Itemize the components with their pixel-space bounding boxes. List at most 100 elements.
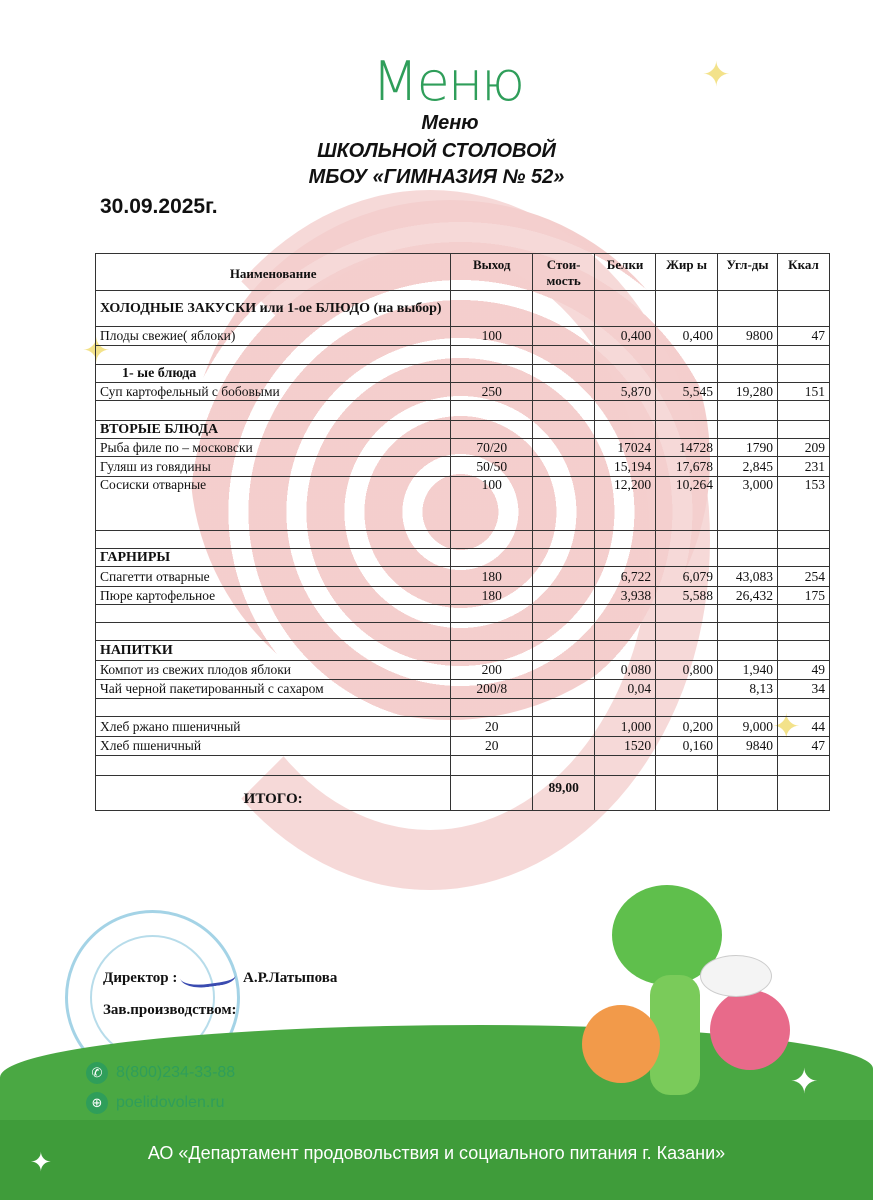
dish-name: Суп картофельный с бобовыми — [94, 382, 452, 401]
cell-protein: 3,938 — [594, 586, 657, 605]
section-title: НАПИТКИ — [94, 640, 452, 661]
cell-kcal — [776, 640, 831, 661]
cell-cost — [532, 586, 596, 605]
cell-kcal — [776, 345, 831, 365]
cell-cost — [532, 679, 596, 699]
cell-carbs: 1790 — [717, 438, 778, 457]
director-name: А.Р.Латыпова — [243, 970, 338, 986]
cell-fat — [655, 755, 719, 776]
cell-kcal: 47 — [776, 736, 831, 756]
table-row: Компот из свежих плодов яблоки 200 0,080 0,… — [94, 660, 831, 680]
menu-table: Наименование Выход Стои-мость Белки Жир … — [94, 253, 831, 811]
cell-carbs — [717, 420, 778, 439]
cell-kcal — [776, 290, 831, 327]
cell-fat — [655, 679, 719, 699]
cell-carbs — [717, 364, 778, 383]
column-header-output: Выход — [450, 253, 534, 291]
cell-fat — [655, 604, 719, 623]
cell-protein: 1520 — [594, 736, 657, 756]
cell-protein — [594, 290, 657, 327]
cell-kcal: 34 — [776, 679, 831, 699]
cell-cost — [532, 736, 596, 756]
cell-kcal: 153 — [776, 476, 831, 531]
cell-carbs: 9840 — [717, 736, 778, 756]
total-cost: 89,00 — [532, 775, 596, 811]
cell-fat — [655, 364, 719, 383]
table-row: Суп картофельный с бобовыми 250 5,870 5,545… — [94, 382, 831, 401]
cell-fat: 5,588 — [655, 586, 719, 605]
cell-kcal: 49 — [776, 660, 831, 680]
table-row: Чай черной пакетированный с сахаром 200/8… — [94, 679, 831, 699]
cell-carbs: 2,845 — [717, 456, 778, 477]
sparkle-icon: ✦ — [702, 55, 731, 95]
production-manager-label: Зав.производством: — [103, 1002, 237, 1018]
cell-protein — [594, 530, 657, 549]
website-contact: ⊕ poelidovolen.ru — [86, 1092, 225, 1114]
cell-kcal: 44 — [776, 716, 831, 737]
cell-output — [450, 400, 534, 421]
dish-name: Плоды свежие( яблоки) — [94, 326, 452, 346]
cell-carbs: 26,432 — [717, 586, 778, 605]
dish-name: Рыба филе по – московски — [94, 438, 452, 457]
dish-name — [94, 400, 452, 421]
cell-kcal — [776, 622, 831, 641]
empty-row — [94, 400, 831, 421]
cell-protein: 1,000 — [594, 716, 657, 737]
cell-carbs — [717, 530, 778, 549]
cell-cost — [532, 622, 596, 641]
title-school: МБОУ «ГИМНАЗИЯ № 52» — [308, 166, 565, 188]
title-menu: Меню — [421, 112, 479, 134]
section-title: ВТОРЫЕ БЛЮДА — [94, 420, 452, 439]
cell-carbs — [717, 622, 778, 641]
menu-date: 30.09.2025г. — [100, 195, 218, 218]
dish-name — [94, 622, 452, 641]
cell-output — [450, 345, 534, 365]
title-canteen: ШКОЛЬНОЙ СТОЛОВОЙ — [317, 140, 556, 162]
cell-protein: 5,870 — [594, 382, 657, 401]
cell-kcal — [776, 755, 831, 776]
cell-cost — [532, 456, 596, 477]
cell-protein — [594, 548, 657, 567]
cell-cost — [532, 382, 596, 401]
cell-output: 200 — [450, 660, 534, 680]
website-link[interactable]: poelidovolen.ru — [116, 1094, 225, 1111]
cell-fat: 0,400 — [655, 326, 719, 346]
empty-row — [94, 698, 831, 717]
cell-fat — [655, 548, 719, 567]
section-row: ХОЛОДНЫЕ ЗАКУСКИ или 1-ое БЛЮДО (на выбо… — [94, 290, 831, 327]
cell-fat — [655, 775, 719, 811]
cell-kcal — [776, 364, 831, 383]
table-row: Спагетти отварные 180 6,722 6,079 43,083 254 — [94, 566, 831, 587]
cell-kcal: 254 — [776, 566, 831, 587]
cell-fat: 5,545 — [655, 382, 719, 401]
cell-carbs — [717, 290, 778, 327]
cell-protein — [594, 775, 657, 811]
dish-name: Хлеб ржано пшеничный — [94, 716, 452, 737]
cell-cost — [532, 698, 596, 717]
column-header-cost: Стои-мость — [532, 253, 596, 291]
cell-cost — [532, 566, 596, 587]
cell-kcal — [776, 775, 831, 811]
green-footer-band — [0, 1120, 873, 1200]
dish-name: Сосиски отварные — [94, 476, 452, 531]
cell-output — [450, 548, 534, 567]
cell-protein: 0,400 — [594, 326, 657, 346]
cell-fat — [655, 345, 719, 365]
cell-cost — [532, 326, 596, 346]
section-row: 1- ые блюда — [94, 364, 831, 383]
cell-fat — [655, 640, 719, 661]
section-title: 1- ые блюда — [94, 364, 452, 383]
total-row: ИТОГО: 89,00 — [94, 775, 831, 811]
director-label: Директор : — [103, 970, 178, 986]
section-row: НАПИТКИ — [94, 640, 831, 661]
dish-name: Пюре картофельное — [94, 586, 452, 605]
cell-carbs: 43,083 — [717, 566, 778, 587]
cell-cost — [532, 400, 596, 421]
dish-name — [94, 345, 452, 365]
cell-carbs — [717, 345, 778, 365]
cell-cost — [532, 345, 596, 365]
cell-carbs — [717, 775, 778, 811]
cell-protein: 6,722 — [594, 566, 657, 587]
cell-output: 70/20 — [450, 438, 534, 457]
table-row: Хлеб ржано пшеничный 20 1,000 0,200 9,000 44 — [94, 716, 831, 737]
